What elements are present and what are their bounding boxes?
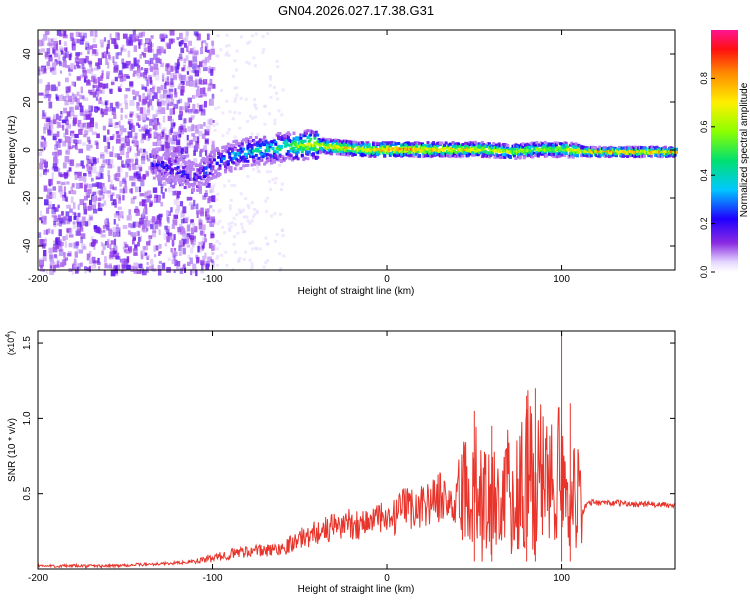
spec-y-tick-label: 40 bbox=[22, 48, 33, 60]
spec-x-tick-label: 100 bbox=[553, 274, 570, 285]
colorbar-tick-label: 0.8 bbox=[699, 72, 709, 85]
snr-multiplier-close: ) bbox=[6, 331, 16, 334]
spec-x-tick-label: -100 bbox=[203, 274, 223, 285]
spectrogram-ridge-layer bbox=[151, 129, 678, 192]
snr-y-axis: 0.5 1.0 1.5 bbox=[22, 336, 675, 501]
snr-y-tick-label: 1.5 bbox=[22, 336, 33, 350]
spectrogram-y-axis: -40 -20 0 20 40 bbox=[22, 48, 675, 253]
snr-multiplier-exp: 4 bbox=[5, 334, 12, 338]
spectrogram-y-label: Frequency (Hz) bbox=[7, 116, 18, 185]
colorbar-label: Normalized spectral amplitude bbox=[739, 82, 750, 217]
snr-y-tick-label: 0.5 bbox=[22, 486, 33, 500]
colorbar-ticks: 0.0 0.2 0.4 0.6 0.8 bbox=[699, 72, 715, 278]
snr-series-line bbox=[37, 390, 675, 569]
figure-title: GN04.2026.027.17.38.G31 bbox=[278, 3, 434, 18]
snr-x-tick-label: -200 bbox=[28, 573, 48, 584]
snr-x-tick-label: -100 bbox=[203, 573, 223, 584]
colorbar-tick-label: 0.6 bbox=[699, 121, 709, 134]
spec-y-tick-label: -20 bbox=[22, 190, 33, 205]
spectrogram-x-axis: -200 -100 0 100 bbox=[28, 30, 570, 285]
spec-x-tick-label: -200 bbox=[28, 274, 48, 285]
spec-y-tick-label: -40 bbox=[22, 238, 33, 253]
colorbar: 0.0 0.2 0.4 0.6 0.8 Normalized spectral ampl… bbox=[699, 30, 750, 278]
spectrogram-x-label: Height of straight line (km) bbox=[298, 286, 415, 297]
colorbar-tick-label: 0.0 bbox=[699, 266, 709, 279]
snr-x-label: Height of straight line (km) bbox=[298, 584, 415, 595]
snr-peaks bbox=[473, 331, 571, 562]
snr-y-multiplier: (x104) bbox=[5, 331, 16, 355]
colorbar-tick-label: 0.4 bbox=[699, 169, 709, 182]
snr-y-tick-label: 1.0 bbox=[22, 411, 33, 425]
colorbar-tick-label: 0.2 bbox=[699, 217, 709, 230]
spec-y-tick-label: 20 bbox=[22, 96, 33, 108]
snr-x-tick-label: 0 bbox=[384, 573, 390, 584]
spectrogram-frame bbox=[37, 29, 676, 271]
colorbar-gradient bbox=[711, 30, 738, 272]
snr-frame bbox=[37, 330, 676, 570]
snr-y-label: SNR (10 * v/v) bbox=[7, 418, 18, 482]
snr-multiplier-base: (x10 bbox=[6, 338, 16, 356]
spec-x-tick-label: 0 bbox=[384, 274, 390, 285]
snr-x-tick-label: 100 bbox=[553, 573, 570, 584]
snr-panel: 0.5 1.0 1.5 -200 -100 0 100 Height of straigh… bbox=[5, 330, 676, 595]
spec-y-tick-label: 0 bbox=[22, 147, 33, 153]
